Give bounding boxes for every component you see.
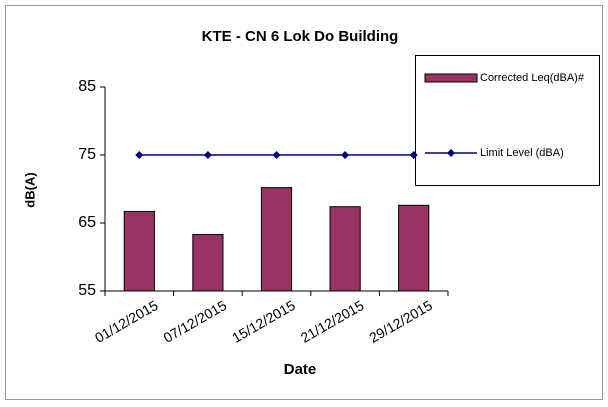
marker xyxy=(341,151,350,159)
y-tick-label: 75 xyxy=(78,146,96,163)
y-tick-label: 65 xyxy=(78,214,96,231)
marker xyxy=(409,151,418,159)
bar xyxy=(192,234,224,292)
marker xyxy=(203,151,212,159)
legend-label: Limit Level (dBA) xyxy=(480,147,564,159)
chart-title: KTE - CN 6 Lok Do Building xyxy=(202,28,399,45)
y-tick-label: 55 xyxy=(78,282,96,299)
legend-marker xyxy=(447,149,455,157)
legend-swatch xyxy=(424,73,478,83)
marker xyxy=(272,151,281,159)
x-axis-label: Date xyxy=(284,361,317,378)
bar xyxy=(329,206,361,292)
legend-label: Corrected Leq(dBA)# xyxy=(480,72,585,84)
bar xyxy=(123,210,155,292)
bar xyxy=(398,204,430,292)
y-axis-label: dB(A) xyxy=(22,172,37,207)
bar xyxy=(260,187,293,292)
marker xyxy=(135,151,144,159)
y-tick-label: 85 xyxy=(78,78,96,95)
